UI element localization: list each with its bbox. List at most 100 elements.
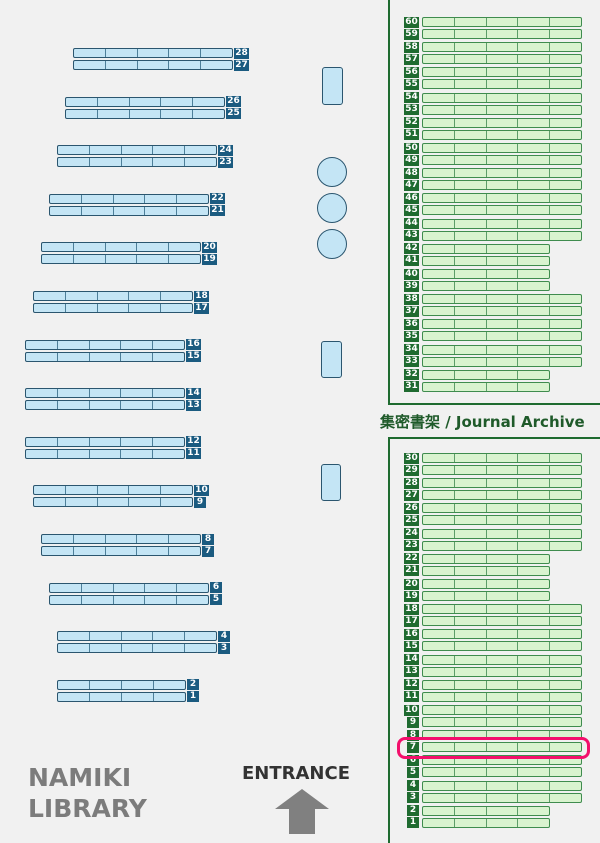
main-shelf-5[interactable]	[49, 594, 209, 605]
main-shelf-20[interactable]	[41, 242, 201, 253]
archive-shelf-51[interactable]	[422, 129, 582, 140]
archive-shelf-22[interactable]	[422, 553, 550, 564]
archive-shelf-50[interactable]	[422, 143, 582, 153]
shelf-section	[487, 743, 519, 752]
archive-shelf-37[interactable]	[422, 306, 582, 317]
archive-shelf-number: 56	[404, 66, 419, 78]
main-shelf-12[interactable]	[25, 436, 185, 447]
archive-shelf-56[interactable]	[422, 67, 582, 78]
shelf-section	[423, 55, 455, 64]
main-shelf-15[interactable]	[25, 351, 185, 362]
archive-shelf-42[interactable]	[422, 243, 550, 254]
main-shelf-14[interactable]	[25, 388, 185, 399]
archive-shelf-5[interactable]	[422, 767, 582, 778]
main-shelf-4[interactable]	[57, 631, 217, 642]
main-shelf-21[interactable]	[49, 205, 209, 216]
archive-shelf-12[interactable]	[422, 679, 582, 690]
archive-shelf-11[interactable]	[422, 691, 582, 702]
archive-shelf-17[interactable]	[422, 616, 582, 627]
archive-shelf-20[interactable]	[422, 579, 550, 589]
archive-shelf-1[interactable]	[422, 817, 550, 828]
archive-shelf-7[interactable]	[422, 742, 582, 753]
archive-shelf-41[interactable]	[422, 255, 550, 266]
archive-shelf-number: 3	[407, 792, 419, 804]
archive-shelf-39[interactable]	[422, 281, 550, 291]
archive-shelf-52[interactable]	[422, 117, 582, 128]
main-shelf-13[interactable]	[25, 400, 185, 411]
archive-shelf-58[interactable]	[422, 42, 582, 53]
main-shelf-28[interactable]	[73, 48, 233, 58]
archive-shelf-49[interactable]	[422, 155, 582, 165]
main-shelf-24[interactable]	[57, 145, 217, 156]
archive-shelf-43[interactable]	[422, 230, 582, 241]
archive-shelf-4[interactable]	[422, 780, 582, 791]
shelf-section	[58, 146, 90, 155]
archive-shelf-14[interactable]	[422, 654, 582, 665]
archive-shelf-45[interactable]	[422, 205, 582, 216]
archive-shelf-29[interactable]	[422, 465, 582, 475]
main-shelf-17[interactable]	[33, 303, 193, 313]
archive-shelf-13[interactable]	[422, 666, 582, 677]
archive-shelf-59[interactable]	[422, 29, 582, 39]
shelf-section	[487, 55, 519, 64]
archive-shelf-35[interactable]	[422, 331, 582, 342]
archive-shelf-30[interactable]	[422, 453, 582, 463]
main-shelf-27[interactable]	[73, 60, 233, 70]
archive-shelf-15[interactable]	[422, 641, 582, 652]
archive-shelf-26[interactable]	[422, 503, 582, 514]
archive-shelf-57[interactable]	[422, 54, 582, 65]
archive-shelf-23[interactable]	[422, 540, 582, 551]
archive-shelf-44[interactable]	[422, 218, 582, 229]
archive-shelf-28[interactable]	[422, 478, 582, 489]
main-shelf-1[interactable]	[57, 691, 186, 702]
main-shelf-16[interactable]	[25, 339, 185, 350]
shelf-section	[423, 169, 455, 178]
archive-shelf-27[interactable]	[422, 490, 582, 501]
main-shelf-11[interactable]	[25, 448, 185, 459]
archive-shelf-33[interactable]	[422, 356, 582, 367]
main-shelf-8[interactable]	[41, 534, 201, 544]
archive-shelf-38[interactable]	[422, 294, 582, 305]
main-shelf-10[interactable]	[33, 485, 193, 496]
archive-shelf-6[interactable]	[422, 755, 582, 766]
shelf-section	[518, 257, 549, 265]
shelf-section	[169, 547, 200, 555]
archive-shelf-36[interactable]	[422, 319, 582, 330]
main-shelf-9[interactable]	[33, 497, 193, 508]
archive-shelf-34[interactable]	[422, 344, 582, 355]
main-shelf-7[interactable]	[41, 546, 201, 556]
archive-shelf-32[interactable]	[422, 369, 550, 380]
archive-shelf-54[interactable]	[422, 92, 582, 103]
main-shelf-2[interactable]	[57, 679, 186, 690]
archive-shelf-number: 59	[404, 28, 419, 40]
main-shelf-25[interactable]	[65, 108, 225, 119]
shelf-section	[423, 580, 455, 588]
shelf-section	[455, 130, 487, 139]
archive-shelf-18[interactable]	[422, 604, 582, 615]
archive-shelf-19[interactable]	[422, 591, 550, 601]
archive-shelf-47[interactable]	[422, 180, 582, 191]
main-shelf-18[interactable]	[33, 291, 193, 301]
archive-shelf-3[interactable]	[422, 792, 582, 803]
archive-shelf-9[interactable]	[422, 717, 582, 727]
archive-shelf-31[interactable]	[422, 381, 550, 392]
archive-shelf-2[interactable]	[422, 805, 550, 816]
archive-shelf-40[interactable]	[422, 269, 550, 279]
archive-shelf-53[interactable]	[422, 104, 582, 115]
archive-shelf-60[interactable]	[422, 17, 582, 27]
archive-shelf-21[interactable]	[422, 565, 550, 576]
main-shelf-6[interactable]	[49, 582, 209, 593]
main-shelf-3[interactable]	[57, 643, 217, 654]
archive-shelf-16[interactable]	[422, 629, 582, 640]
main-shelf-23[interactable]	[57, 157, 217, 168]
archive-shelf-48[interactable]	[422, 168, 582, 179]
archive-shelf-55[interactable]	[422, 79, 582, 90]
archive-shelf-24[interactable]	[422, 528, 582, 539]
archive-shelf-46[interactable]	[422, 193, 582, 204]
shelf-section	[518, 231, 551, 240]
main-shelf-26[interactable]	[65, 96, 225, 107]
main-shelf-22[interactable]	[49, 193, 209, 204]
archive-shelf-25[interactable]	[422, 515, 582, 526]
main-shelf-19[interactable]	[41, 254, 201, 265]
archive-shelf-10[interactable]	[422, 705, 582, 715]
